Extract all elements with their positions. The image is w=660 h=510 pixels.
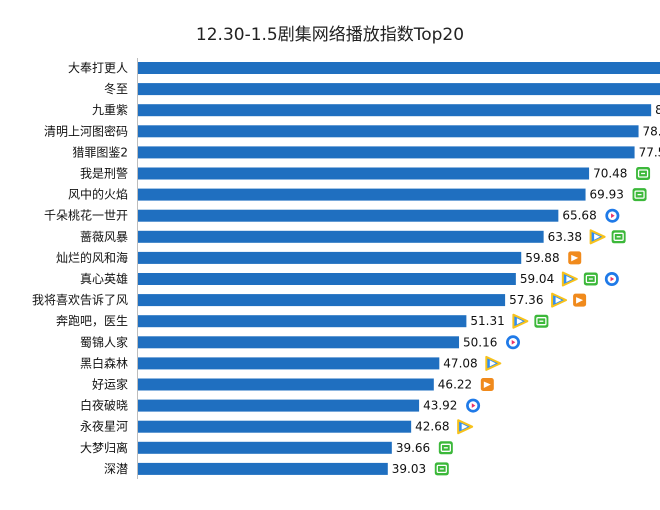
- category-label: 永夜星河: [80, 419, 128, 434]
- tencent-video-icon: [485, 355, 502, 371]
- value-labels: 86.7983.1580.1878.2177.5970.4869.9365.68…: [392, 103, 660, 476]
- category-label: 我将喜欢告诉了风: [32, 292, 128, 307]
- bar: [138, 462, 388, 475]
- category-label: 蜀锦人家: [80, 334, 128, 349]
- category-label: 深潜: [104, 462, 128, 476]
- tencent-video-icon: [457, 419, 474, 435]
- iqiyi-icon: [611, 230, 626, 244]
- bar: [138, 125, 639, 138]
- youku-icon: [466, 398, 481, 413]
- value-label: 42.68: [415, 420, 449, 434]
- value-label: 59.04: [520, 272, 554, 286]
- iqiyi-icon: [583, 272, 598, 286]
- category-label: 奔跑吧，医生: [56, 314, 128, 328]
- bar: [138, 209, 559, 222]
- category-label: 风中的火焰: [68, 187, 128, 202]
- value-label: 77.59: [639, 145, 660, 159]
- mango-tv-icon: [480, 378, 494, 391]
- bar: [138, 251, 522, 264]
- value-label: 50.16: [463, 335, 497, 349]
- category-label: 清明上河图密码: [44, 123, 128, 138]
- bar: [138, 230, 544, 243]
- bar: [138, 188, 586, 201]
- iqiyi-icon: [434, 462, 449, 476]
- value-label: 43.92: [423, 399, 457, 413]
- bar: [138, 83, 660, 96]
- category-label: 好运家: [92, 377, 128, 392]
- value-label: 80.18: [655, 103, 660, 117]
- bar: [138, 167, 590, 180]
- value-label: 59.88: [525, 251, 559, 265]
- category-label: 冬至: [104, 81, 128, 96]
- value-label: 39.03: [392, 462, 426, 476]
- category-label: 黑白森林: [80, 355, 128, 370]
- value-label: 65.68: [562, 209, 596, 223]
- iqiyi-icon: [632, 188, 647, 202]
- tencent-video-icon: [589, 229, 606, 245]
- value-label: 57.36: [509, 293, 543, 307]
- bar: [138, 62, 660, 74]
- mango-tv-icon: [573, 293, 587, 307]
- value-label: 69.93: [590, 188, 624, 202]
- bar: [138, 441, 392, 454]
- youku-icon: [506, 335, 521, 350]
- bar: [138, 315, 467, 328]
- category-label: 九重紫: [92, 103, 128, 117]
- chart-title: 12.30-1.5剧集网络播放指数Top20: [196, 25, 464, 45]
- value-label: 51.31: [470, 314, 504, 328]
- bar: [138, 378, 434, 391]
- value-label: 47.08: [443, 356, 477, 370]
- iqiyi-icon: [438, 441, 453, 455]
- category-label: 猎罪图鉴2: [72, 145, 128, 159]
- category-label: 大梦归离: [80, 440, 128, 455]
- iqiyi-icon: [636, 167, 651, 180]
- category-label: 灿烂的风和海: [56, 250, 128, 265]
- youku-icon: [604, 272, 619, 286]
- bar: [138, 399, 420, 412]
- category-label: 千朵桃花一世开: [44, 208, 128, 223]
- bar: [138, 357, 440, 370]
- value-label: 78.21: [643, 124, 660, 138]
- bars: [138, 62, 660, 475]
- value-label: 46.22: [438, 378, 472, 392]
- category-label: 蔷薇风暴: [80, 230, 128, 244]
- value-label: 70.48: [593, 167, 627, 181]
- bar: [138, 273, 516, 285]
- tencent-video-icon: [561, 271, 578, 287]
- value-label: 63.38: [548, 230, 582, 244]
- category-label: 我是刑警: [80, 166, 128, 181]
- mango-tv-icon: [568, 251, 582, 265]
- iqiyi-icon: [534, 314, 549, 328]
- bar: [138, 294, 506, 307]
- bar: [138, 104, 652, 117]
- category-label: 大奉打更人: [68, 61, 128, 75]
- value-label: 39.66: [396, 441, 430, 455]
- platform-icons: [434, 167, 651, 476]
- category-label: 真心英雄: [80, 271, 128, 286]
- tencent-video-icon: [551, 292, 568, 308]
- bar: [138, 146, 635, 159]
- category-label: 白夜破晓: [80, 398, 128, 413]
- bar: [138, 336, 460, 349]
- tencent-video-icon: [512, 313, 529, 329]
- youku-icon: [605, 208, 620, 223]
- bar: [138, 420, 412, 433]
